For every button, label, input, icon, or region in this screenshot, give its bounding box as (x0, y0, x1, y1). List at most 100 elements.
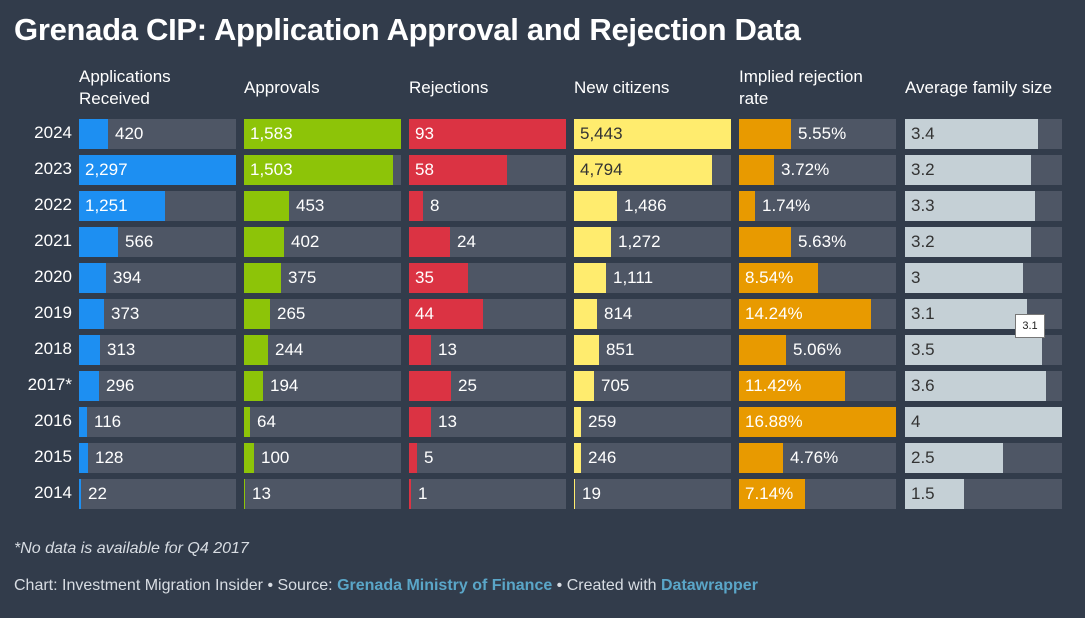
cell-rejections[interactable]: 1 (409, 479, 566, 509)
cell-approvals[interactable]: 1,583 (244, 119, 401, 149)
value-label-approvals: 1,503 (250, 160, 293, 179)
cell-rejection_rate[interactable]: 3.72% (739, 155, 896, 185)
cell-applications[interactable]: 116 (79, 407, 236, 437)
cell-applications[interactable]: 313 (79, 335, 236, 365)
bar-new_citizens (574, 407, 581, 437)
cell-approvals[interactable]: 64 (244, 407, 401, 437)
cell-rejection_rate[interactable]: 14.24% (739, 299, 896, 329)
cell-new_citizens[interactable]: 814 (574, 299, 731, 329)
cell-rejection_rate[interactable]: 16.88% (739, 407, 896, 437)
bar-approvals (244, 371, 263, 401)
cell-new_citizens[interactable]: 5,443 (574, 119, 731, 149)
cell-new_citizens[interactable]: 705 (574, 371, 731, 401)
cell-rejection_rate[interactable]: 5.06% (739, 335, 896, 365)
value-label-new_citizens: 5,443 (580, 124, 623, 143)
bar-new_citizens (574, 335, 599, 365)
cell-family_size[interactable]: 4 (905, 407, 1062, 437)
cell-approvals[interactable]: 1,503 (244, 155, 401, 185)
bar-new_citizens (574, 191, 617, 221)
cell-new_citizens[interactable]: 259 (574, 407, 731, 437)
cell-applications[interactable]: 2,297 (79, 155, 236, 185)
value-label-rejection_rate: 5.63% (798, 232, 847, 251)
cell-applications[interactable]: 128 (79, 443, 236, 473)
bar-rejection_rate (739, 479, 805, 509)
bar-new_citizens (574, 443, 581, 473)
value-label-family_size: 3.2 (911, 232, 935, 251)
cell-family_size[interactable]: 1.5 (905, 479, 1062, 509)
cell-rejection_rate[interactable]: 11.42% (739, 371, 896, 401)
value-label-rejection_rate: 11.42% (745, 376, 802, 395)
cell-applications[interactable]: 1,251 (79, 191, 236, 221)
cell-approvals[interactable]: 375 (244, 263, 401, 293)
cell-new_citizens[interactable]: 1,272 (574, 227, 731, 257)
cell-rejections[interactable]: 5 (409, 443, 566, 473)
cell-new_citizens[interactable]: 19 (574, 479, 731, 509)
cell-new_citizens[interactable]: 1,486 (574, 191, 731, 221)
cell-rejections[interactable]: 8 (409, 191, 566, 221)
hover-tooltip: 3.1 (1015, 314, 1045, 338)
cell-approvals[interactable]: 13 (244, 479, 401, 509)
cell-rejections[interactable]: 93 (409, 119, 566, 149)
value-label-new_citizens: 814 (604, 304, 633, 323)
value-label-rejections: 93 (415, 124, 434, 143)
cell-rejection_rate[interactable]: 1.74% (739, 191, 896, 221)
cell-family_size[interactable]: 3.2 (905, 155, 1062, 185)
cell-rejection_rate[interactable]: 5.55% (739, 119, 896, 149)
cell-approvals[interactable]: 194 (244, 371, 401, 401)
bar-approvals (244, 335, 268, 365)
cell-rejections[interactable]: 13 (409, 335, 566, 365)
cell-new_citizens[interactable]: 246 (574, 443, 731, 473)
cell-rejections[interactable]: 58 (409, 155, 566, 185)
cell-family_size[interactable]: 3.4 (905, 119, 1062, 149)
value-label-applications: 116 (94, 412, 122, 431)
cell-rejections[interactable]: 13 (409, 407, 566, 437)
cell-family_size[interactable]: 3.6 (905, 371, 1062, 401)
bar-family_size (905, 191, 1035, 221)
year-label: 2021 (34, 231, 72, 250)
cell-approvals[interactable]: 402 (244, 227, 401, 257)
cell-rejection_rate[interactable]: 5.63% (739, 227, 896, 257)
bar-approvals (244, 263, 281, 293)
cell-family_size[interactable]: 3.1 (905, 299, 1062, 329)
bar-approvals (244, 155, 393, 185)
value-label-rejections: 24 (457, 232, 476, 251)
bar-new_citizens (574, 227, 611, 257)
cell-rejections[interactable]: 44 (409, 299, 566, 329)
cell-new_citizens[interactable]: 1,111 (574, 263, 731, 293)
cell-family_size[interactable]: 3.3 (905, 191, 1062, 221)
cell-applications[interactable]: 420 (79, 119, 236, 149)
cell-applications[interactable]: 373 (79, 299, 236, 329)
cell-applications[interactable]: 22 (79, 479, 236, 509)
value-label-approvals: 13 (252, 484, 271, 503)
cell-family_size[interactable]: 3 (905, 263, 1062, 293)
cell-applications[interactable]: 296 (79, 371, 236, 401)
value-label-rejections: 5 (424, 448, 434, 467)
bar-family_size (905, 407, 1062, 437)
cell-rejections[interactable]: 35 (409, 263, 566, 293)
cell-family_size[interactable]: 2.5 (905, 443, 1062, 473)
cell-rejection_rate[interactable]: 4.76% (739, 443, 896, 473)
cell-new_citizens[interactable]: 851 (574, 335, 731, 365)
cell-applications[interactable]: 394 (79, 263, 236, 293)
cell-rejection_rate[interactable]: 8.54% (739, 263, 896, 293)
cell-rejection_rate[interactable]: 7.14% (739, 479, 896, 509)
datawrapper-link[interactable]: Datawrapper (661, 577, 758, 594)
value-label-applications: 22 (88, 484, 107, 503)
bar-applications (79, 407, 87, 437)
value-label-rejection_rate: 5.55% (798, 124, 847, 143)
cell-approvals[interactable]: 453 (244, 191, 401, 221)
cell-approvals[interactable]: 244 (244, 335, 401, 365)
cell-approvals[interactable]: 265 (244, 299, 401, 329)
cell-new_citizens[interactable]: 4,794 (574, 155, 731, 185)
source-link[interactable]: Grenada Ministry of Finance (337, 577, 553, 594)
bar-rejections (409, 299, 483, 329)
cell-family_size[interactable]: 3.2 (905, 227, 1062, 257)
cell-approvals[interactable]: 100 (244, 443, 401, 473)
cell-rejections[interactable]: 24 (409, 227, 566, 257)
value-label-approvals: 265 (277, 304, 306, 323)
cell-family_size[interactable]: 3.5 (905, 335, 1062, 365)
cell-rejections[interactable]: 25 (409, 371, 566, 401)
cell-applications[interactable]: 566 (79, 227, 236, 257)
value-label-rejection_rate: 1.74% (762, 196, 811, 215)
